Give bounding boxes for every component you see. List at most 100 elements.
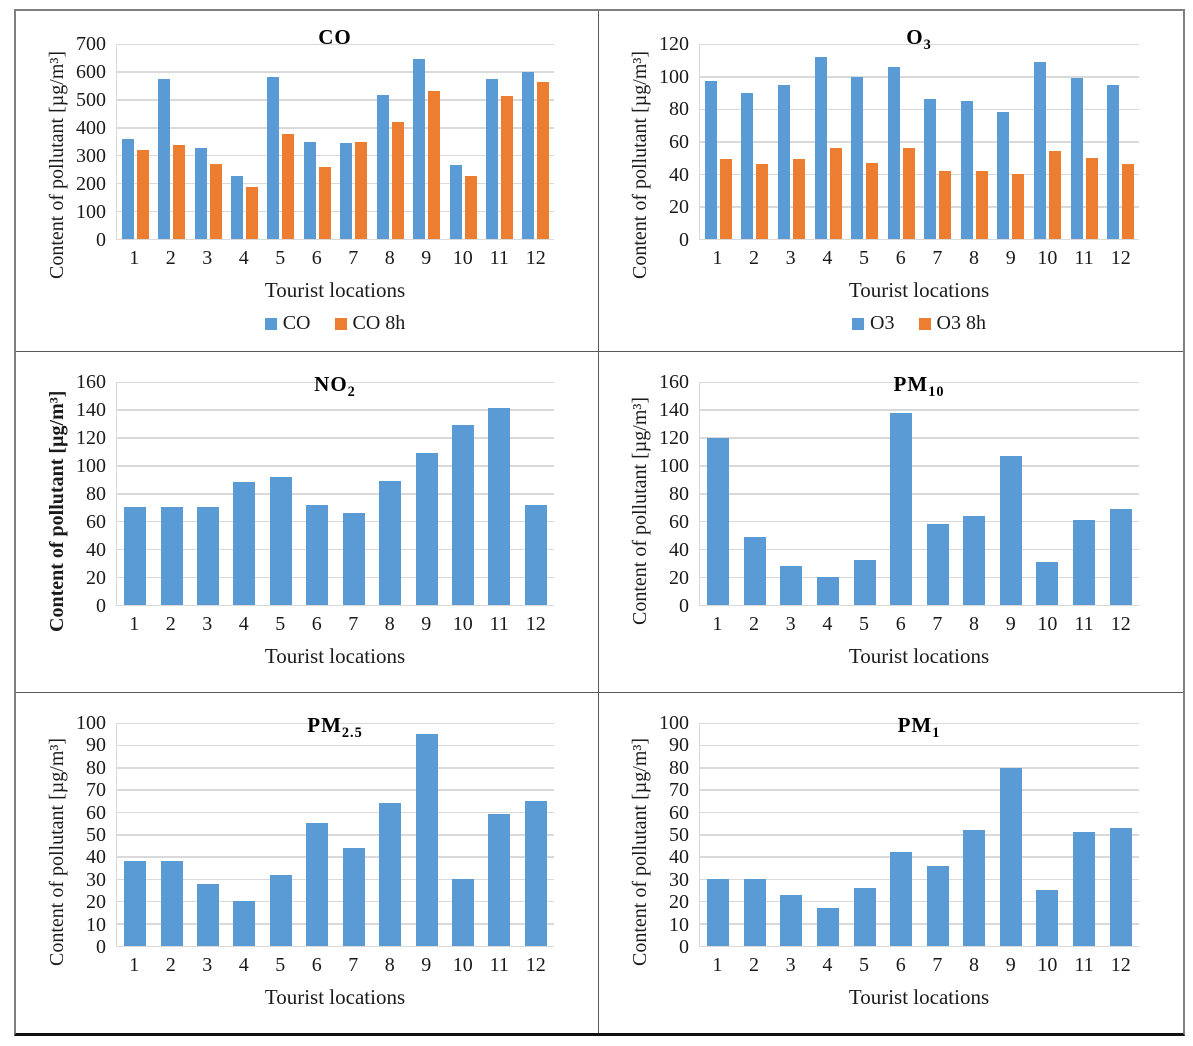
y-tick-label: 20 <box>669 891 689 914</box>
bar-group-loc6 <box>299 44 335 239</box>
x-tick-label: 5 <box>275 954 286 976</box>
y-tick-label: 90 <box>669 734 689 757</box>
x-tick-label: 2 <box>165 954 176 976</box>
gridline <box>700 878 1139 881</box>
y-tick-label: 30 <box>86 868 106 891</box>
bar-group-loc11 <box>481 382 517 605</box>
legend-label-co-8h: CO 8h <box>352 312 406 334</box>
gridline <box>117 834 554 836</box>
legend: CO CO 8h <box>116 312 554 335</box>
x-tick-label: 10 <box>452 247 473 269</box>
bar-group-loc2 <box>153 44 189 239</box>
figure-grid: CO Content of pollutant [µg/m³] 0 100 200 300… <box>14 9 1185 1036</box>
x-tick-label: 11 <box>1074 247 1094 269</box>
chart-cell-pm10: PM10 Content of pollutant [µg/m³] 0 20 40 60 8… <box>599 352 1183 693</box>
bar-pm2-5-loc4 <box>233 901 256 946</box>
bar-o3-loc2 <box>741 92 754 239</box>
x-axis-title: Tourist locations <box>848 278 990 302</box>
x-tick-label: 11 <box>1074 613 1094 635</box>
bar-group-loc11 <box>1066 44 1103 239</box>
bar-group-loc4 <box>810 44 847 239</box>
gridline <box>117 576 554 579</box>
plot-area <box>699 722 1139 947</box>
bar-o3-loc7 <box>924 99 937 239</box>
legend-item-co-8h: CO 8h <box>334 312 406 335</box>
gridline <box>700 767 1139 769</box>
y-tick-label: 0 <box>96 595 106 617</box>
bar-co-loc3 <box>194 148 207 239</box>
bar-pm10-loc2 <box>743 536 766 605</box>
bar-group-loc10 <box>1029 723 1066 946</box>
bar-o3-loc11 <box>1070 78 1083 239</box>
bar-group-loc6 <box>883 723 920 946</box>
legend-label-o3-8h: O3 8h <box>936 312 986 334</box>
y-tick-label: 70 <box>669 779 689 802</box>
gridline <box>700 465 1139 467</box>
gridline <box>117 154 554 157</box>
gridline <box>117 465 554 467</box>
gridline <box>117 900 554 903</box>
bar-group-loc5 <box>263 382 299 605</box>
gridline <box>700 576 1139 579</box>
x-tick-label: 3 <box>785 954 796 976</box>
gridline <box>117 722 554 724</box>
bar-group-loc7 <box>336 382 372 605</box>
legend-label-co: CO <box>282 312 311 334</box>
gridline <box>700 520 1139 523</box>
bar-o3-8h-loc8 <box>975 170 988 239</box>
bar-pm1-loc6 <box>890 852 913 946</box>
bar-co-loc10 <box>449 165 462 239</box>
gridline <box>700 744 1139 747</box>
x-axis-title: Tourist locations <box>848 985 990 1009</box>
bars-layer <box>117 44 554 239</box>
legend-item-o3: O3 <box>852 312 895 335</box>
bar-pm1-loc2 <box>743 879 766 946</box>
x-tick-label: 6 <box>895 613 906 635</box>
bar-o3-loc5 <box>851 76 864 239</box>
bar-group-loc8 <box>956 382 993 605</box>
x-tick-label: 5 <box>859 613 870 635</box>
y-tick-label: 140 <box>659 399 689 421</box>
chart-title-co: CO <box>318 25 352 49</box>
bar-co-8h-loc10 <box>464 175 477 239</box>
bar-pm1-loc11 <box>1073 832 1096 946</box>
chart-panel-pm10: PM10 Content of pollutant [µg/m³] 0 20 40 60 8… <box>599 352 1183 692</box>
y-tick-label: 0 <box>679 936 689 958</box>
bar-pm10-loc4 <box>817 577 840 605</box>
x-axis-title: Tourist locations <box>264 278 406 302</box>
bar-group-loc1 <box>117 723 153 946</box>
y-tick-label: 30 <box>669 868 689 891</box>
x-tick-label: 6 <box>895 247 906 269</box>
bar-o3-8h-loc2 <box>756 164 769 239</box>
bar-group-loc6 <box>883 44 920 239</box>
bar-pm1-loc4 <box>817 908 840 946</box>
x-tick-label: 4 <box>822 613 833 635</box>
legend-item-co: CO <box>264 312 311 335</box>
plot-area <box>699 381 1139 606</box>
y-tick-label: 40 <box>669 539 689 561</box>
x-tick-label: 2 <box>749 247 759 269</box>
x-axis-title: Tourist locations <box>264 985 406 1009</box>
y-tick-label: 60 <box>86 801 106 824</box>
y-tick-label: 120 <box>659 33 689 55</box>
bar-group-loc1 <box>700 382 737 605</box>
x-tick-labels: 1 2 3 4 5 6 7 8 9 10 11 12 <box>116 954 554 977</box>
bar-group-loc4 <box>226 382 262 605</box>
plot-area <box>116 722 554 947</box>
bar-group-loc9 <box>993 382 1030 605</box>
bar-pm1-loc9 <box>999 767 1022 946</box>
x-tick-label: 11 <box>489 613 509 635</box>
bar-pm2-5-loc10 <box>452 879 474 946</box>
bar-group-loc11 <box>1066 723 1103 946</box>
bar-co-8h-loc6 <box>318 166 331 239</box>
bar-o3-8h-loc12 <box>1122 164 1135 239</box>
gridline <box>117 182 554 185</box>
x-tick-labels: 1 2 3 4 5 6 7 8 9 10 11 12 <box>116 613 554 636</box>
bar-group-loc4 <box>226 723 262 946</box>
y-tick-label: 40 <box>669 163 689 186</box>
bar-group-loc9 <box>993 44 1030 239</box>
gridline <box>700 811 1139 814</box>
bar-co-8h-loc11 <box>500 96 513 239</box>
gridline <box>117 99 554 101</box>
x-tick-label: 3 <box>785 613 796 635</box>
